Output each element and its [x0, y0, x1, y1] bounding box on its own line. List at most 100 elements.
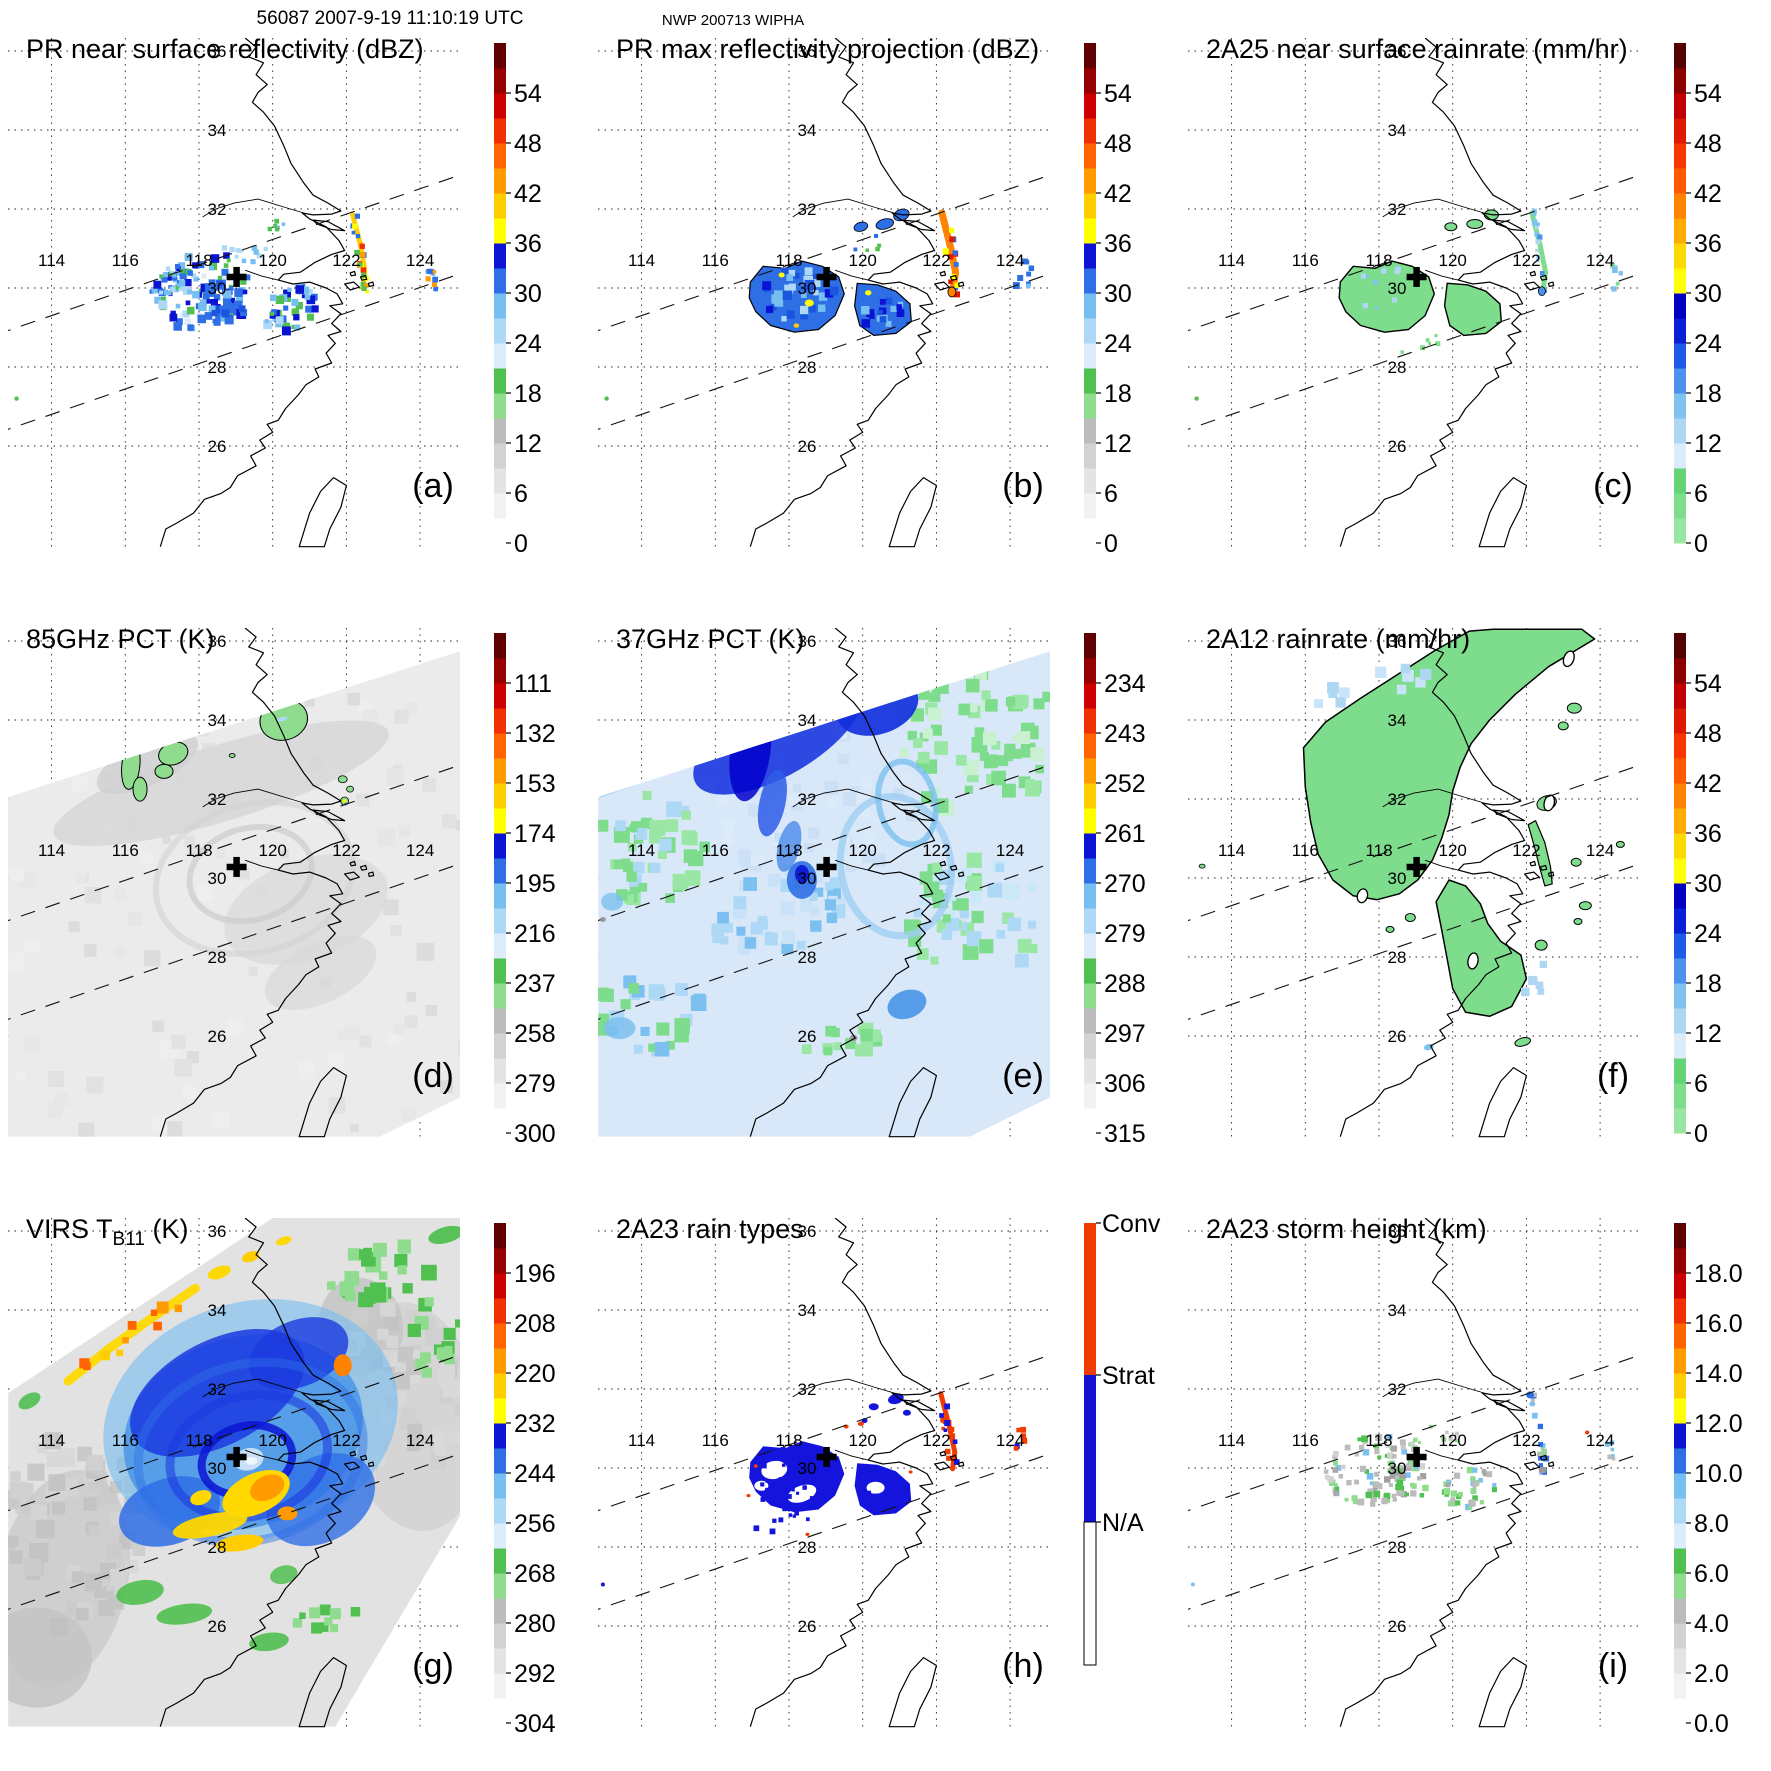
- swath-background: [8, 650, 460, 1137]
- colorbar-segment: [494, 68, 506, 94]
- lat-label: 26: [1388, 1617, 1407, 1636]
- panel-i-letter-label: (i): [1598, 1647, 1628, 1685]
- data-blob: [853, 221, 869, 232]
- colorbar-tick-label: 153: [514, 770, 556, 798]
- lat-label: 36: [798, 1222, 817, 1241]
- swath-edge-lines: [1188, 174, 1640, 430]
- data-speckle: [753, 1510, 810, 1535]
- lat-label: 26: [1388, 1027, 1407, 1046]
- panel-b-map: 114 116 118 120 122 124 36 34 32 30 28 26: [598, 38, 1050, 548]
- lon-label: 120: [1439, 1431, 1467, 1450]
- lon-label: 124: [996, 1431, 1024, 1450]
- colorbar-tick-label: 195: [514, 870, 556, 898]
- panel-i: 114 116 118 120 122 124 36 34 32 30 28 26 2A23 storm…: [1180, 1180, 1771, 1771]
- colorbar-tick-label: 12: [514, 430, 542, 458]
- lat-label: 36: [798, 632, 817, 651]
- lon-label: 114: [38, 841, 65, 860]
- colorbar-segment: [494, 1058, 506, 1084]
- lon-label: 120: [259, 1431, 287, 1450]
- colorbar-segment: [1674, 1108, 1686, 1134]
- data-blob: [902, 1409, 911, 1416]
- colorbar-segment: [1084, 343, 1096, 369]
- colorbar-segment: [1674, 908, 1686, 934]
- panel-d: 114 116 118 120 122 124 36 34 32 30 28 26 85GHz PCT …: [0, 590, 590, 1180]
- data-blob: [1190, 1582, 1195, 1587]
- lon-label: 114: [628, 841, 655, 860]
- data-blob: [333, 1354, 352, 1377]
- colorbar-tick-label: 288: [1104, 970, 1146, 998]
- colorbar-segment: [1674, 1623, 1686, 1649]
- colorbar-segment: [1674, 418, 1686, 444]
- data-blob: [600, 1582, 605, 1587]
- header-storm-name: NWP 200713 WIPHA: [661, 12, 805, 29]
- data-blob: [836, 793, 955, 940]
- lat-label: 34: [208, 121, 227, 140]
- header-orbit-timestamp: 56087 2007-9-19 11:10:19 UTC: [256, 8, 524, 29]
- lon-label: 124: [996, 251, 1024, 270]
- swath-edge-line: [1188, 764, 1640, 922]
- lon-label: 120: [1439, 841, 1467, 860]
- island: [939, 1450, 947, 1457]
- colorbar-segment: [1674, 468, 1686, 494]
- island: [349, 1450, 357, 1457]
- panel-d-map: 114 116 118 120 122 124 36 34 32 30 28 26: [8, 628, 460, 1138]
- colorbar-tick-label: 48: [1694, 130, 1722, 158]
- colorbar-segment: [1084, 68, 1096, 94]
- colorbar-segment: [1674, 983, 1686, 1009]
- colorbar-segment: [1674, 368, 1686, 394]
- swath-edge-line: [8, 863, 460, 1020]
- island: [1547, 1461, 1555, 1467]
- colorbar-tick-label: 297: [1104, 1020, 1146, 1048]
- lon-label: 122: [1512, 1431, 1540, 1450]
- swath-edge-line: [8, 1453, 460, 1610]
- panel-h-colorbar: Conv Strat N/A: [1083, 1210, 1161, 1666]
- colorbar-tick-label: 42: [1694, 770, 1722, 798]
- coastline-mainland: [159, 628, 346, 1137]
- colorbar-segment: [494, 168, 506, 194]
- data-blob: [276, 1236, 292, 1246]
- colorbar-segment: [1674, 93, 1686, 119]
- panel-b: 114 116 118 120 122 124 36 34 32 30 28 26 PR max ref…: [590, 0, 1180, 590]
- lon-label: 122: [922, 1431, 950, 1450]
- colorbar-segment: [1084, 218, 1096, 244]
- lon-label: 118: [185, 251, 212, 270]
- colorbar-segment: [1084, 758, 1096, 784]
- storm-center-cross: [226, 1446, 247, 1467]
- island: [349, 270, 357, 277]
- colorbar-tick-label: 0: [1694, 530, 1708, 558]
- colorbar-tick-label: 36: [514, 230, 542, 258]
- colorbar-segment: [494, 808, 506, 834]
- swath-edge-line: [8, 764, 460, 922]
- data-blob: [746, 1494, 751, 1498]
- colorbar-segment: [1674, 833, 1686, 859]
- storm-center-cross: [816, 266, 837, 287]
- data-speckle: [267, 218, 286, 232]
- data-blob: [14, 396, 19, 401]
- island: [1524, 281, 1540, 291]
- data-blob: [753, 1464, 758, 1468]
- data-speckle: [407, 1297, 460, 1378]
- data-blob: [865, 290, 872, 296]
- colorbar-segment: [1674, 343, 1686, 369]
- colorbar-segment: [494, 883, 506, 909]
- colorbar-tick-label: 14.0: [1694, 1360, 1743, 1388]
- swath-edge-line: [8, 273, 460, 430]
- lat-label: 32: [1388, 1380, 1407, 1399]
- swath-edge-line: [1188, 863, 1640, 1020]
- lon-label: 122: [922, 841, 950, 860]
- panel-i-title: 2A23 storm height (km): [1206, 1214, 1487, 1244]
- colorbar-segment: [1674, 1348, 1686, 1374]
- panel-e-title: 37GHz PCT (K): [616, 624, 805, 654]
- colorbar-tick-label: 0.0: [1694, 1710, 1729, 1738]
- colorbar-segment: [1084, 1083, 1096, 1109]
- colorbar-segment: [494, 143, 506, 169]
- panel-c-map: 114 116 118 120 122 124 36 34 32 30 28 26: [1188, 38, 1640, 548]
- data-blob: [1562, 650, 1575, 668]
- lat-label: 28: [1388, 948, 1407, 967]
- panel-a-colorbar: 54 48 42 36 30 24 18 12 6 0: [494, 43, 542, 558]
- colorbar-segment: [494, 443, 506, 469]
- data-band: [938, 1391, 958, 1472]
- colorbar-segment: [1674, 1273, 1686, 1299]
- colorbar-segment: [1674, 1323, 1686, 1349]
- data-blob: [804, 299, 814, 307]
